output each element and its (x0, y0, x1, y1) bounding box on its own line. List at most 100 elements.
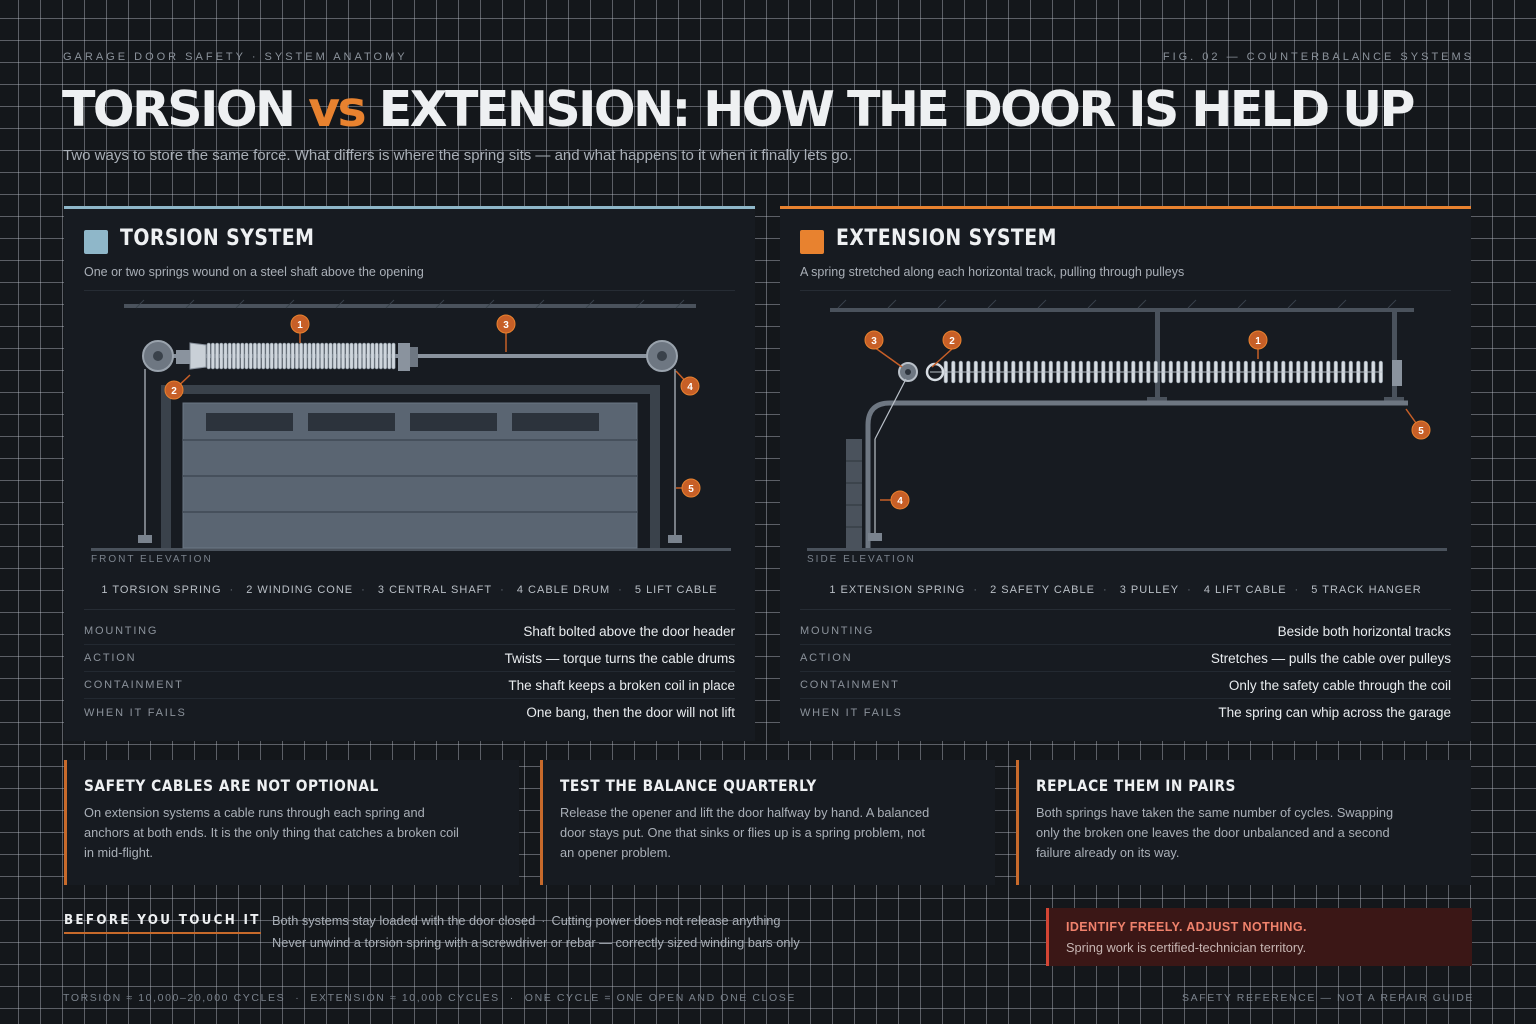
spec-value: The spring can whip across the garage (1218, 705, 1451, 720)
legend-item: 2 SAFETY CABLE (990, 584, 1095, 596)
tip-card-replace-pairs: REPLACE THEM IN PAIRS Both springs have … (1016, 760, 1471, 885)
spec-value: Shaft bolted above the door header (523, 623, 735, 639)
extension-title: EXTENSION SYSTEM (836, 226, 1057, 251)
before-you-touch-label: BEFORE YOU TOUCH IT (64, 913, 261, 934)
safety-note-2: Never unwind a torsion spring with a scr… (272, 935, 800, 950)
spec-row: ACTION Twists — torque turns the cable dr… (84, 645, 735, 672)
card-body: Both springs have taken the same number … (1036, 805, 1394, 860)
divider (84, 290, 735, 291)
torsion-legend: 1 TORSION SPRING · 2 WINDING CONE · 3 CENT… (101, 584, 718, 596)
spec-value: Only the safety cable through the coil (1228, 677, 1451, 693)
legend-item: 4 LIFT CABLE (1203, 584, 1287, 596)
torsion-callout-1: 1 (290, 314, 310, 334)
spec-row: WHEN IT FAILS The spring can whip across … (800, 699, 1451, 726)
torsion-panel: TORSION SYSTEM One or two springs wound … (64, 206, 755, 741)
spec-label: WHEN IT FAILS (84, 706, 187, 719)
divider (800, 609, 1451, 610)
torsion-callout-3: 3 (496, 314, 516, 334)
torsion-swatch (84, 230, 108, 254)
torsion-diagram: 1 2 3 4 5 (91, 299, 731, 551)
extension-specs: MOUNTING Beside both horizontal tracks AC… (800, 618, 1451, 726)
legend-item: 3 PULLEY (1119, 584, 1180, 596)
extension-panel: EXTENSION SYSTEM A spring stretched alon… (780, 206, 1471, 741)
extension-view-label: SIDE ELEVATION (807, 554, 916, 565)
divider (84, 609, 735, 610)
extension-callout-2: 2 (942, 330, 962, 350)
card-title: SAFETY CABLES ARE NOT OPTIONAL (84, 776, 379, 795)
spec-row: ACTION Stretches — pulls the cable over p… (800, 645, 1451, 672)
spec-row: MOUNTING Shaft bolted above the door head… (84, 618, 735, 645)
svg-text:4: 4 (687, 382, 693, 393)
warning-title: IDENTIFY FREELY. ADJUST NOTHING. (1066, 920, 1307, 934)
eyebrow-right: FIG. 02 — COUNTERBALANCE SYSTEMS (1162, 51, 1474, 63)
spec-label: MOUNTING (800, 625, 875, 637)
tip-card-balance-test: TEST THE BALANCE QUARTERLY Release the o… (540, 760, 995, 885)
footer-item: TORSION ≈ 10,000–20,000 CYCLES (63, 992, 286, 1004)
safety-note-1: Both systems stay loaded with the door c… (272, 913, 781, 928)
svg-text:2: 2 (949, 336, 955, 347)
extension-swatch (800, 230, 824, 254)
torsion-view-label: FRONT ELEVATION (91, 554, 213, 565)
extension-callout-1: 1 (1248, 330, 1268, 350)
svg-text:1: 1 (297, 320, 303, 331)
torsion-callout-5: 5 (681, 478, 701, 498)
extension-diagram: 1 2 3 4 5 (807, 299, 1447, 551)
warning-body: Spring work is certified-technician terr… (1066, 940, 1307, 955)
svg-text:2: 2 (171, 386, 177, 397)
footer-item: EXTENSION ≈ 10,000 CYCLES (310, 992, 500, 1004)
footer-stats: TORSION ≈ 10,000–20,000 CYCLES · EXTENSION… (63, 992, 796, 1004)
title-torsion: TORSION (62, 81, 296, 138)
warning-box: IDENTIFY FREELY. ADJUST NOTHING. Spring … (1046, 908, 1472, 966)
note-text: Cutting power does not release anything (551, 913, 781, 928)
eyebrow-left: GARAGE DOOR SAFETY · SYSTEM ANATOMY (63, 51, 408, 63)
spec-row: MOUNTING Beside both horizontal tracks (800, 618, 1451, 645)
legend-item: 5 TRACK HANGER (1311, 584, 1422, 596)
tip-card-safety-cables: SAFETY CABLES ARE NOT OPTIONAL On extens… (64, 760, 519, 885)
extension-callout-4: 4 (890, 490, 910, 510)
legend-item: 3 CENTRAL SHAFT (377, 584, 493, 596)
title-vs: vs (308, 81, 367, 138)
torsion-callout-4: 4 (680, 376, 700, 396)
footer-item: ONE CYCLE = ONE OPEN AND ONE CLOSE (524, 992, 796, 1004)
legend-item: 4 CABLE DRUM (516, 584, 611, 596)
svg-text:4: 4 (897, 496, 903, 507)
extension-callout-5: 5 (1411, 420, 1431, 440)
card-title: TEST THE BALANCE QUARTERLY (560, 776, 817, 795)
page-title: TORSION vs EXTENSION: HOW THE DOOR IS HE… (62, 80, 1416, 140)
extension-subtitle: A spring stretched along each horizontal… (800, 265, 1185, 279)
legend-item: 5 LIFT CABLE (634, 584, 718, 596)
extension-legend: 1 EXTENSION SPRING · 2 SAFETY CABLE · 3 PU… (829, 584, 1422, 596)
spec-label: WHEN IT FAILS (800, 706, 903, 719)
footer-disclaimer: SAFETY REFERENCE — NOT A REPAIR GUIDE (1182, 992, 1474, 1004)
torsion-callout-2: 2 (164, 380, 184, 400)
torsion-specs: MOUNTING Shaft bolted above the door head… (84, 618, 735, 726)
svg-text:3: 3 (503, 320, 509, 331)
svg-text:5: 5 (1418, 426, 1424, 437)
spec-row: CONTAINMENT The shaft keeps a broken coil… (84, 672, 735, 699)
spec-value: The shaft keeps a broken coil in place (508, 677, 735, 693)
extension-callout-3: 3 (864, 330, 884, 350)
svg-text:5: 5 (688, 484, 694, 495)
note-text: Both systems stay loaded with the door c… (272, 913, 536, 928)
page-subtitle: Two ways to store the same force. What d… (63, 147, 853, 164)
legend-item: 1 EXTENSION SPRING (829, 584, 966, 596)
spec-value: Beside both horizontal tracks (1277, 623, 1451, 639)
legend-item: 2 WINDING CONE (246, 584, 354, 596)
torsion-subtitle: One or two springs wound on a steel shaf… (84, 265, 424, 279)
spec-label: ACTION (800, 652, 853, 664)
legend-item: 1 TORSION SPRING (101, 584, 222, 596)
spec-value: Stretches — pulls the cable over pulleys (1210, 650, 1451, 666)
spec-label: CONTAINMENT (84, 679, 184, 691)
spec-label: ACTION (84, 652, 137, 664)
spec-value: Twists — torque turns the cable drums (504, 650, 735, 666)
card-title: REPLACE THEM IN PAIRS (1036, 776, 1236, 795)
spec-label: MOUNTING (84, 625, 159, 637)
divider (800, 290, 1451, 291)
title-extension: EXTENSION: HOW THE DOOR IS HELD UP (378, 81, 1416, 138)
card-body: Release the opener and lift the door hal… (560, 805, 930, 860)
card-body: On extension systems a cable runs throug… (84, 805, 459, 860)
svg-text:3: 3 (871, 336, 877, 347)
spec-row: CONTAINMENT Only the safety cable through… (800, 672, 1451, 699)
svg-text:1: 1 (1255, 336, 1261, 347)
spec-label: CONTAINMENT (800, 679, 900, 691)
